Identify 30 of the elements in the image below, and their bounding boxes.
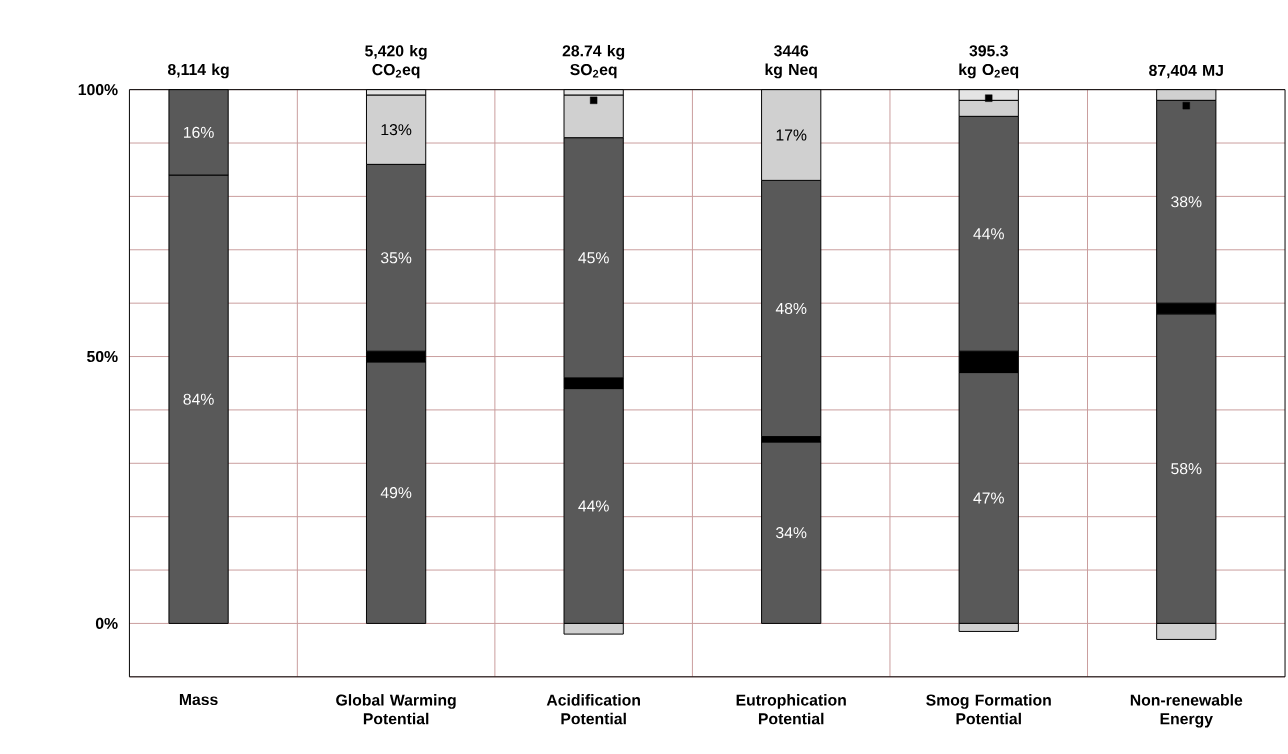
data-label: 44% bbox=[578, 500, 609, 512]
data-label: 38% bbox=[1171, 196, 1202, 208]
data-label: 35% bbox=[380, 252, 412, 264]
y-tick-label: 100% bbox=[78, 84, 118, 96]
annotation: 8,114 kg bbox=[167, 63, 229, 79]
annotation: 3446 kg Neq bbox=[765, 45, 817, 79]
x-tick-label: Mass bbox=[179, 694, 218, 706]
y-tick-label: 50% bbox=[87, 351, 118, 363]
data-label: 48% bbox=[775, 303, 807, 315]
x-tick-label: Global Warming Potential bbox=[336, 694, 456, 725]
data-label: 13% bbox=[381, 124, 412, 136]
data-label: 49% bbox=[380, 487, 412, 499]
data-label: 44% bbox=[973, 228, 1004, 240]
data-label: 34% bbox=[776, 527, 807, 539]
annotation: 28.74 kg SO$_{2}$eq bbox=[562, 45, 625, 79]
x-tick-label: Non-renewable Energy bbox=[1130, 694, 1243, 728]
bar bbox=[761, 441, 822, 625]
x-tick-label: Smog Formation Potential bbox=[926, 694, 1051, 725]
data-label: 84% bbox=[183, 393, 214, 405]
data-label: 16% bbox=[184, 126, 214, 139]
data-label: 47% bbox=[973, 492, 1004, 504]
data-label: 45% bbox=[578, 252, 609, 264]
annotation: 5,420 kg CO$_{2}$eq bbox=[365, 45, 427, 79]
y-tick-label: 0% bbox=[95, 618, 118, 630]
annotation: 87,404 MJ bbox=[1149, 65, 1223, 79]
x-tick-label: Eutrophication Potential bbox=[736, 694, 846, 725]
x-tick-label: Acidification Potential bbox=[546, 694, 640, 725]
data-label: 17% bbox=[776, 129, 807, 141]
data-label: 58% bbox=[1171, 463, 1202, 475]
annotation: 395.3 kg O$_{2}$eq bbox=[959, 45, 1019, 79]
